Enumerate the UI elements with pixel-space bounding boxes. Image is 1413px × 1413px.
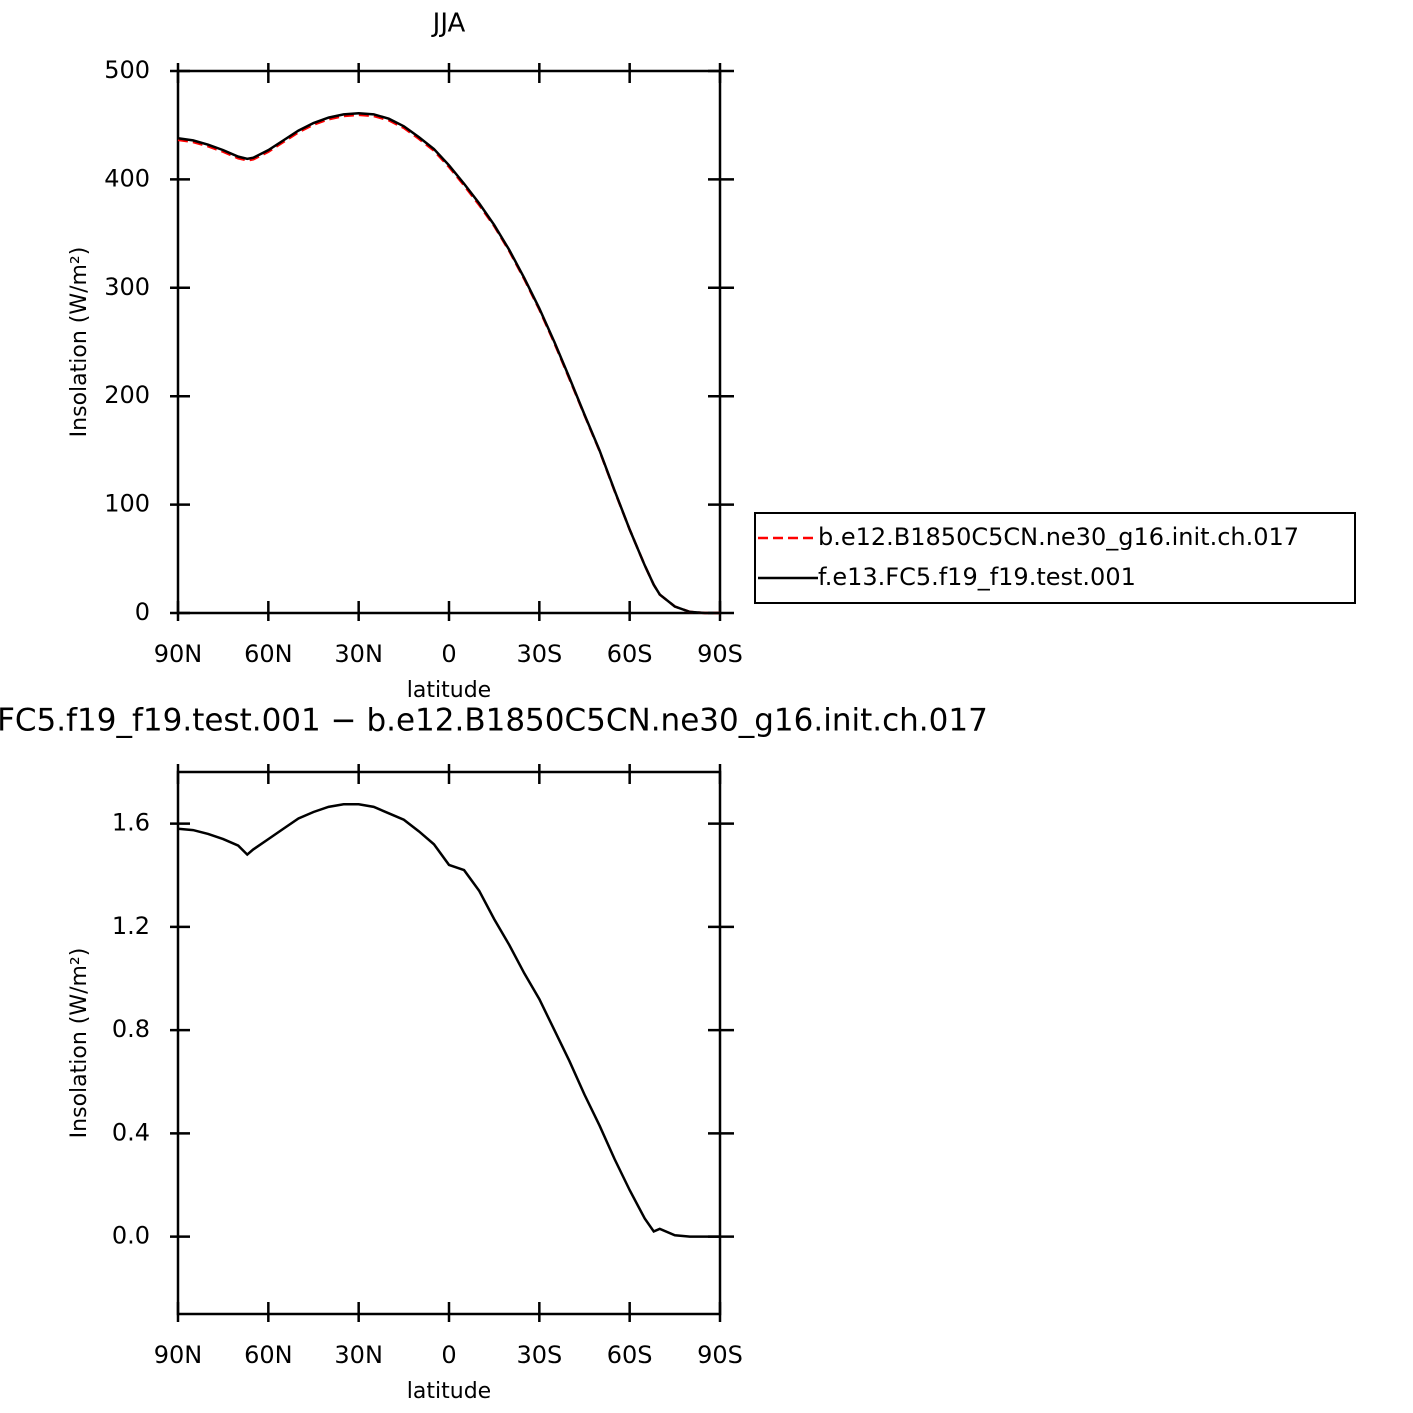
chart-title: f.e13.FC5.f19_f19.test.001 − b.e12.B1850… bbox=[0, 703, 988, 739]
x-tick-label: 30N bbox=[334, 1341, 383, 1369]
data-line bbox=[177, 113, 720, 615]
plot-frame bbox=[176, 770, 722, 1316]
y-tick-label: 0.0 bbox=[112, 1222, 150, 1250]
y-axis-label: Insolation (W/m²) bbox=[67, 948, 92, 1139]
x-axis-label: latitude bbox=[407, 678, 491, 703]
y-tick-label: 400 bbox=[104, 164, 150, 192]
x-tick-label: 30S bbox=[516, 640, 562, 668]
x-tick-label: 60S bbox=[607, 640, 653, 668]
y-tick-label: 200 bbox=[104, 381, 150, 409]
legend-label: b.e12.B1850C5CN.ne30_g16.init.ch.017 bbox=[818, 523, 1299, 551]
y-tick-label: 500 bbox=[104, 56, 150, 84]
y-tick-label: 0 bbox=[135, 598, 150, 626]
data-line bbox=[177, 112, 720, 615]
chart-title: JJA bbox=[431, 9, 466, 39]
legend-label: f.e13.FC5.f19_f19.test.001 bbox=[818, 563, 1136, 591]
x-tick-label: 0 bbox=[441, 640, 456, 668]
y-tick-label: 300 bbox=[104, 273, 150, 301]
data-line bbox=[177, 803, 720, 1238]
legend-box bbox=[754, 512, 1356, 604]
x-tick-label: 30N bbox=[334, 640, 383, 668]
x-axis-label: latitude bbox=[407, 1379, 491, 1404]
x-tick-label: 60S bbox=[607, 1341, 653, 1369]
y-axis-label: Insolation (W/m²) bbox=[67, 247, 92, 438]
x-tick-label: 60N bbox=[244, 1341, 293, 1369]
y-tick-label: 1.2 bbox=[112, 912, 150, 940]
x-tick-label: 90N bbox=[154, 1341, 203, 1369]
y-tick-label: 0.4 bbox=[112, 1118, 150, 1146]
x-tick-label: 90S bbox=[697, 640, 743, 668]
y-tick-label: 0.8 bbox=[112, 1015, 150, 1043]
x-tick-label: 90N bbox=[154, 640, 203, 668]
y-tick-label: 1.6 bbox=[112, 809, 150, 837]
x-tick-label: 90S bbox=[697, 1341, 743, 1369]
x-tick-label: 30S bbox=[516, 1341, 562, 1369]
plot-frame bbox=[176, 69, 722, 615]
x-tick-label: 0 bbox=[441, 1341, 456, 1369]
x-tick-label: 60N bbox=[244, 640, 293, 668]
y-tick-label: 100 bbox=[104, 490, 150, 518]
